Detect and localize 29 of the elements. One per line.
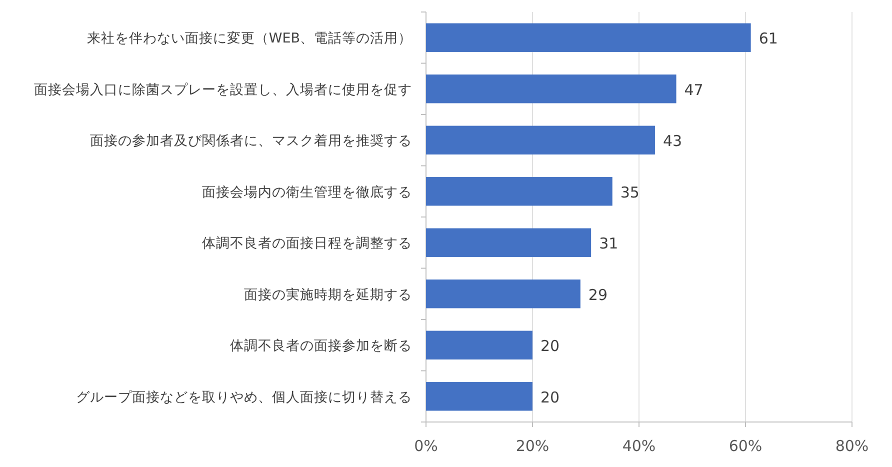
x-tick-label: 0% xyxy=(414,437,438,455)
data-label: 35 xyxy=(620,183,640,202)
bar xyxy=(426,280,580,308)
data-label: 20 xyxy=(540,388,560,406)
data-label: 61 xyxy=(758,30,778,48)
y-tick-label: グループ面接などを取りやめ、個人面接に切り替える xyxy=(76,389,412,406)
x-tick-label: 20% xyxy=(516,437,550,455)
data-label: 29 xyxy=(588,286,608,304)
bar xyxy=(426,126,655,154)
data-label: 20 xyxy=(540,337,560,356)
bar xyxy=(426,177,612,206)
bar xyxy=(426,23,751,52)
data-label: 47 xyxy=(684,80,704,99)
bar xyxy=(426,382,532,411)
y-tick-label: 面接の参加者及び関係者に、マスク着用を推奨する xyxy=(90,133,412,150)
y-tick-label: 面接会場入口に除菌スプレーを設置し、入場者に使用を促す xyxy=(34,82,412,98)
y-tick-label: 体調不良者の面接参加を断る xyxy=(230,338,412,354)
bar xyxy=(426,228,592,257)
x-tick-label: 40% xyxy=(622,437,656,455)
x-tick-label: 80% xyxy=(835,437,869,455)
y-tick-label: 来社を伴わない面接に変更（WEB、電話等の活用） xyxy=(86,30,412,47)
x-tick-label: 60% xyxy=(728,437,762,455)
data-label: 43 xyxy=(662,132,682,150)
y-tick-label: 面接の実施時期を延期する xyxy=(244,286,412,303)
y-tick-label: 体調不良者の面接日程を調整する xyxy=(202,236,412,252)
bar xyxy=(426,74,676,104)
data-label: 31 xyxy=(599,234,618,253)
y-tick-label: 面接会場内の衛生管理を徹底する xyxy=(202,184,412,200)
bar xyxy=(426,330,532,360)
